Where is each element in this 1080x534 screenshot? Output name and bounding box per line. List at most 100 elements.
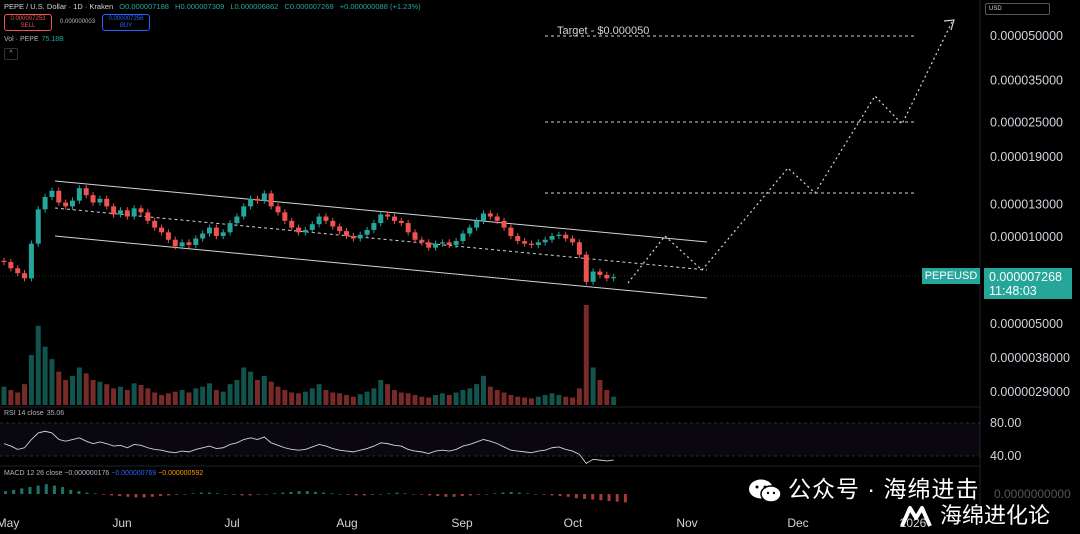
macd-histogram-bar: [36, 485, 40, 494]
rsi-legend[interactable]: RSI 14 close 35.06: [4, 410, 64, 417]
macd-histogram-bar: [69, 489, 73, 494]
y-tick-label: 0.000019000: [990, 150, 1063, 164]
candle-body: [145, 212, 151, 221]
candle-body: [282, 212, 288, 221]
volume-bar: [412, 395, 418, 405]
candle-body: [76, 188, 82, 201]
macd-histogram-bar: [411, 494, 415, 495]
volume-bar: [508, 395, 514, 405]
candle-body: [378, 214, 384, 224]
volume-bar: [159, 395, 165, 405]
volume-bar: [542, 395, 548, 405]
macd-histogram-bar: [305, 491, 309, 494]
buy-button[interactable]: 0.000007256 BUY: [102, 14, 150, 31]
currency-select[interactable]: USD: [985, 3, 1050, 15]
macd-histogram-bar: [28, 487, 32, 494]
volume-bar: [275, 386, 281, 405]
volume-bar: [254, 380, 260, 405]
macd-hist: −0.000000592: [158, 470, 204, 477]
volume-bar: [152, 392, 158, 405]
candle-body: [481, 213, 486, 221]
candle-body: [467, 227, 473, 234]
sell-button[interactable]: 0.000007253 SELL: [4, 14, 52, 31]
volume-bar: [70, 375, 75, 405]
x-tick-label: Nov: [676, 516, 697, 530]
volume-bar: [446, 395, 452, 405]
candle-body: [35, 209, 41, 244]
volume-bar: [385, 384, 391, 405]
pair-badge: PEPEUSD: [922, 268, 980, 284]
candle-body: [508, 227, 514, 236]
macd-histogram-bar: [525, 493, 529, 494]
volume-bar: [337, 393, 343, 405]
volume-bar: [213, 390, 219, 405]
symbol-title[interactable]: PEPE / U.S. Dollar · 1D · Kraken: [4, 2, 114, 11]
rsi-tick-label: 40.00: [990, 449, 1021, 463]
y-tick-label: 0.000010000: [990, 230, 1063, 244]
macd-histogram-bar: [493, 493, 497, 494]
volume-bar: [460, 390, 466, 405]
macd-signal: −0.000000769: [111, 470, 157, 477]
volume-bar: [97, 381, 103, 405]
macd-histogram-bar: [158, 494, 162, 497]
volume-bar: [549, 393, 555, 405]
macd-histogram-bar: [216, 493, 220, 494]
candle-body: [433, 243, 439, 248]
macd-histogram-bar: [362, 494, 366, 496]
volume-bar: [398, 392, 404, 405]
candle-body: [405, 223, 411, 233]
volume-bar: [535, 396, 541, 405]
candle-body: [56, 190, 62, 203]
candle-body: [446, 242, 452, 245]
macd-histogram-bar: [134, 494, 138, 498]
candle-body: [474, 220, 480, 228]
macd-histogram-bar: [509, 491, 513, 494]
change-value: +0.000000088 (+1.23%): [339, 2, 421, 11]
volume-legend[interactable]: Vol · PEPE 75.18B: [4, 36, 64, 43]
watermark: 公众号 · 海绵进击: [748, 470, 979, 504]
x-tick-label: May: [0, 516, 19, 530]
candle-body: [179, 242, 185, 247]
candle-body: [186, 242, 192, 245]
macd-histogram-bar: [566, 494, 570, 497]
volume-bar: [42, 346, 48, 405]
channel-lower-line: [54, 235, 708, 299]
volume-bar: [22, 384, 28, 405]
macd-histogram-bar: [346, 494, 350, 495]
candle-body: [522, 241, 528, 244]
macd-legend[interactable]: MACD 12 26 close −0.000000176 −0.0000007…: [4, 470, 203, 477]
collapse-icon[interactable]: ^: [4, 48, 18, 60]
candle-body: [337, 226, 343, 232]
buy-price: 0.000007256: [108, 16, 144, 22]
close-value: C0.000007268: [284, 2, 334, 11]
volume-bar: [604, 390, 610, 405]
candle-body: [570, 238, 576, 243]
macd-histogram-bar: [534, 494, 538, 495]
candle-body: [501, 220, 507, 228]
volume-bar: [172, 391, 178, 405]
volume-bar: [494, 390, 500, 405]
macd-histogram-bar: [607, 494, 611, 501]
candle-body: [350, 235, 356, 239]
macd-histogram-bar: [444, 494, 448, 497]
macd-histogram-bar: [240, 494, 244, 496]
macd-histogram-bar: [264, 494, 268, 495]
candle-body: [22, 273, 28, 279]
candle-body: [28, 243, 34, 279]
macd-histogram-bar: [574, 494, 578, 499]
rsi-band: [0, 423, 980, 456]
candle-body: [426, 242, 432, 248]
volume-bar: [234, 380, 240, 405]
candle-body: [200, 233, 206, 239]
volume-bar: [76, 367, 82, 405]
volume-bar: [296, 393, 302, 405]
candle-body: [248, 198, 254, 207]
y-tick-label: 0.0000029000: [990, 385, 1070, 399]
candle-body: [597, 271, 603, 275]
candle-body: [576, 242, 582, 255]
watermark-brand: 海绵进化论: [896, 498, 1050, 530]
macd-zero-label: 0.0000000000: [994, 487, 1071, 501]
candle-body: [261, 193, 267, 201]
macd-histogram-bar: [175, 494, 179, 495]
